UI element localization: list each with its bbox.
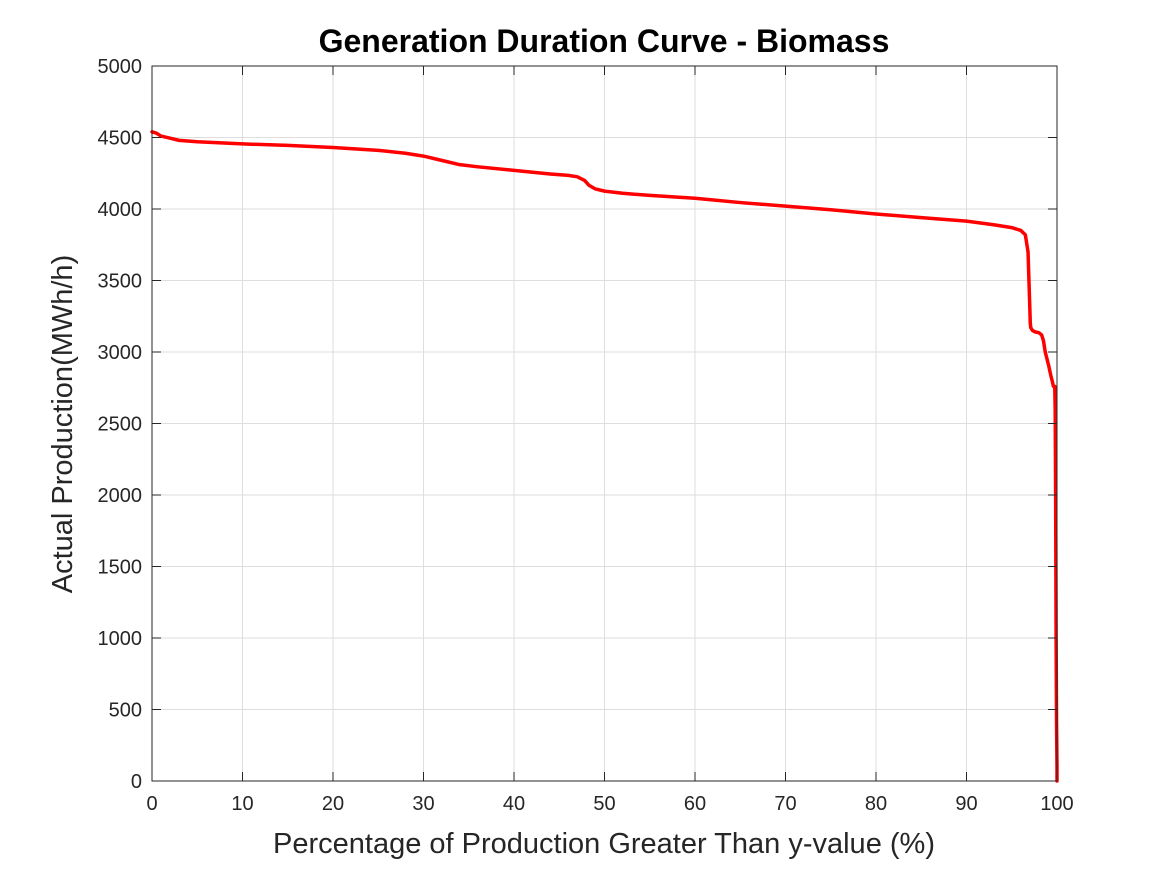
x-tick-label: 40 xyxy=(503,793,525,815)
tick-marks xyxy=(151,65,1058,782)
y-tick-label: 500 xyxy=(109,700,142,722)
x-tick-label: 90 xyxy=(955,793,977,815)
y-tick-label: 2500 xyxy=(98,414,143,436)
y-tick-label: 1500 xyxy=(98,557,143,579)
x-tick-label: 60 xyxy=(684,793,706,815)
x-tick-label: 100 xyxy=(1040,793,1073,815)
chart-title: Generation Duration Curve - Biomass xyxy=(319,23,890,59)
x-tick-label: 0 xyxy=(146,793,157,815)
y-tick-label: 4000 xyxy=(98,199,143,221)
y-tick-label: 3500 xyxy=(98,271,143,293)
y-axis-label: Actual Production(MWh/h) xyxy=(47,255,79,593)
x-tick-label: 70 xyxy=(774,793,796,815)
x-axis-label: Percentage of Production Greater Than y-… xyxy=(273,828,935,860)
y-tick-label: 1000 xyxy=(98,628,143,650)
x-tick-label: 10 xyxy=(231,793,253,815)
y-tick-label: 4500 xyxy=(98,128,143,150)
y-tick-label: 3000 xyxy=(98,342,143,364)
series-line xyxy=(150,130,1059,783)
x-tick-label: 50 xyxy=(593,793,615,815)
series-layer xyxy=(150,130,1059,783)
y-tick-label: 2000 xyxy=(98,485,143,507)
x-tick-label: 80 xyxy=(865,793,887,815)
x-tick-label: 20 xyxy=(322,793,344,815)
y-tick-labels: 0 500 1000 1500 2000 2500 3000 3500 4000 4500 5000 xyxy=(98,56,143,793)
y-tick-label: 0 xyxy=(131,771,142,793)
x-tick-labels: 0 10 20 30 40 50 60 70 80 90 100 xyxy=(146,793,1073,815)
y-tick-label: 5000 xyxy=(98,56,143,78)
x-tick-label: 30 xyxy=(412,793,434,815)
